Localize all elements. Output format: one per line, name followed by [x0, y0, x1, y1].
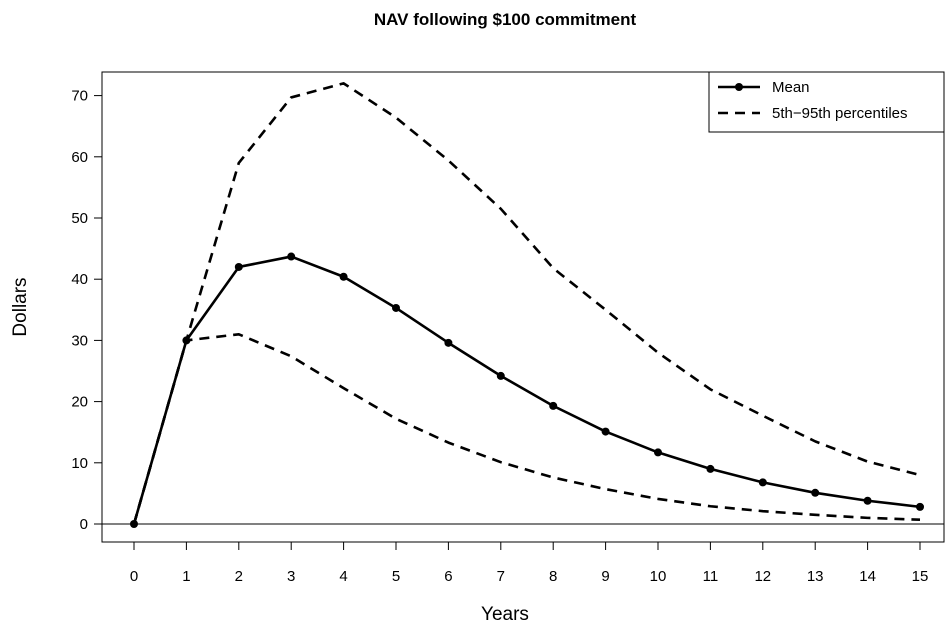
x-tick-label: 7	[497, 568, 505, 585]
y-tick-label: 50	[71, 210, 88, 227]
x-tick-label: 5	[392, 568, 400, 585]
x-tick-label: 4	[339, 568, 347, 585]
y-tick-label: 30	[71, 332, 88, 349]
x-axis: 0 1 2 3 4 5 6 7 8 9 10 11 12 13 14 15	[130, 542, 929, 585]
x-tick-label: 6	[444, 568, 452, 585]
chart-title: NAV following $100 commitment	[374, 10, 637, 29]
x-tick-label: 15	[912, 568, 929, 585]
x-tick-label: 9	[601, 568, 609, 585]
data-point-mean	[234, 262, 243, 271]
x-axis-label: Years	[481, 604, 529, 625]
y-axis-label: Dollars	[10, 277, 31, 336]
legend-percentile-label: 5th−95th percentiles	[772, 105, 908, 122]
data-point-mean	[916, 502, 924, 511]
x-tick-label: 14	[859, 568, 876, 585]
data-point-mean	[811, 488, 820, 497]
data-point-mean	[287, 252, 296, 261]
data-point-mean	[339, 272, 348, 281]
legend: Mean 5th−95th percentiles	[708, 71, 945, 133]
data-point-mean	[549, 401, 558, 410]
x-tick-label: 1	[182, 568, 190, 585]
data-point-mean	[863, 496, 872, 505]
series-line-95th-percentile	[132, 82, 921, 525]
legend-mean-marker	[735, 83, 743, 91]
y-tick-label: 40	[71, 271, 88, 288]
x-tick-label: 2	[235, 568, 243, 585]
data-point-mean	[496, 371, 505, 380]
data-point-mean	[601, 427, 610, 436]
legend-mean-label: Mean	[772, 79, 810, 96]
x-tick-label: 8	[549, 568, 557, 585]
y-tick-label: 60	[71, 149, 88, 166]
x-tick-label: 0	[130, 568, 138, 585]
data-point-mean	[706, 464, 715, 473]
x-tick-label: 10	[650, 568, 667, 585]
x-tick-label: 3	[287, 568, 295, 585]
y-tick-label: 10	[71, 455, 88, 472]
data-point-mean	[758, 478, 767, 487]
data-point-mean	[392, 303, 400, 312]
y-tick-label: 70	[71, 88, 88, 105]
data-point-mean	[654, 448, 662, 457]
series-line-5th-percentile	[132, 332, 921, 525]
plot-frame	[101, 71, 945, 543]
y-tick-label: 20	[71, 394, 88, 411]
y-tick-label: 0	[80, 516, 88, 533]
series-line-mean	[132, 255, 921, 525]
data-point-mean	[444, 338, 453, 347]
x-tick-label: 12	[754, 568, 771, 585]
x-tick-label: 11	[703, 568, 719, 585]
legend-box	[708, 71, 945, 133]
x-tick-label: 13	[807, 568, 824, 585]
y-axis: 0 10 20 30 40 50 60 70	[71, 88, 102, 533]
series-layer	[130, 82, 924, 528]
